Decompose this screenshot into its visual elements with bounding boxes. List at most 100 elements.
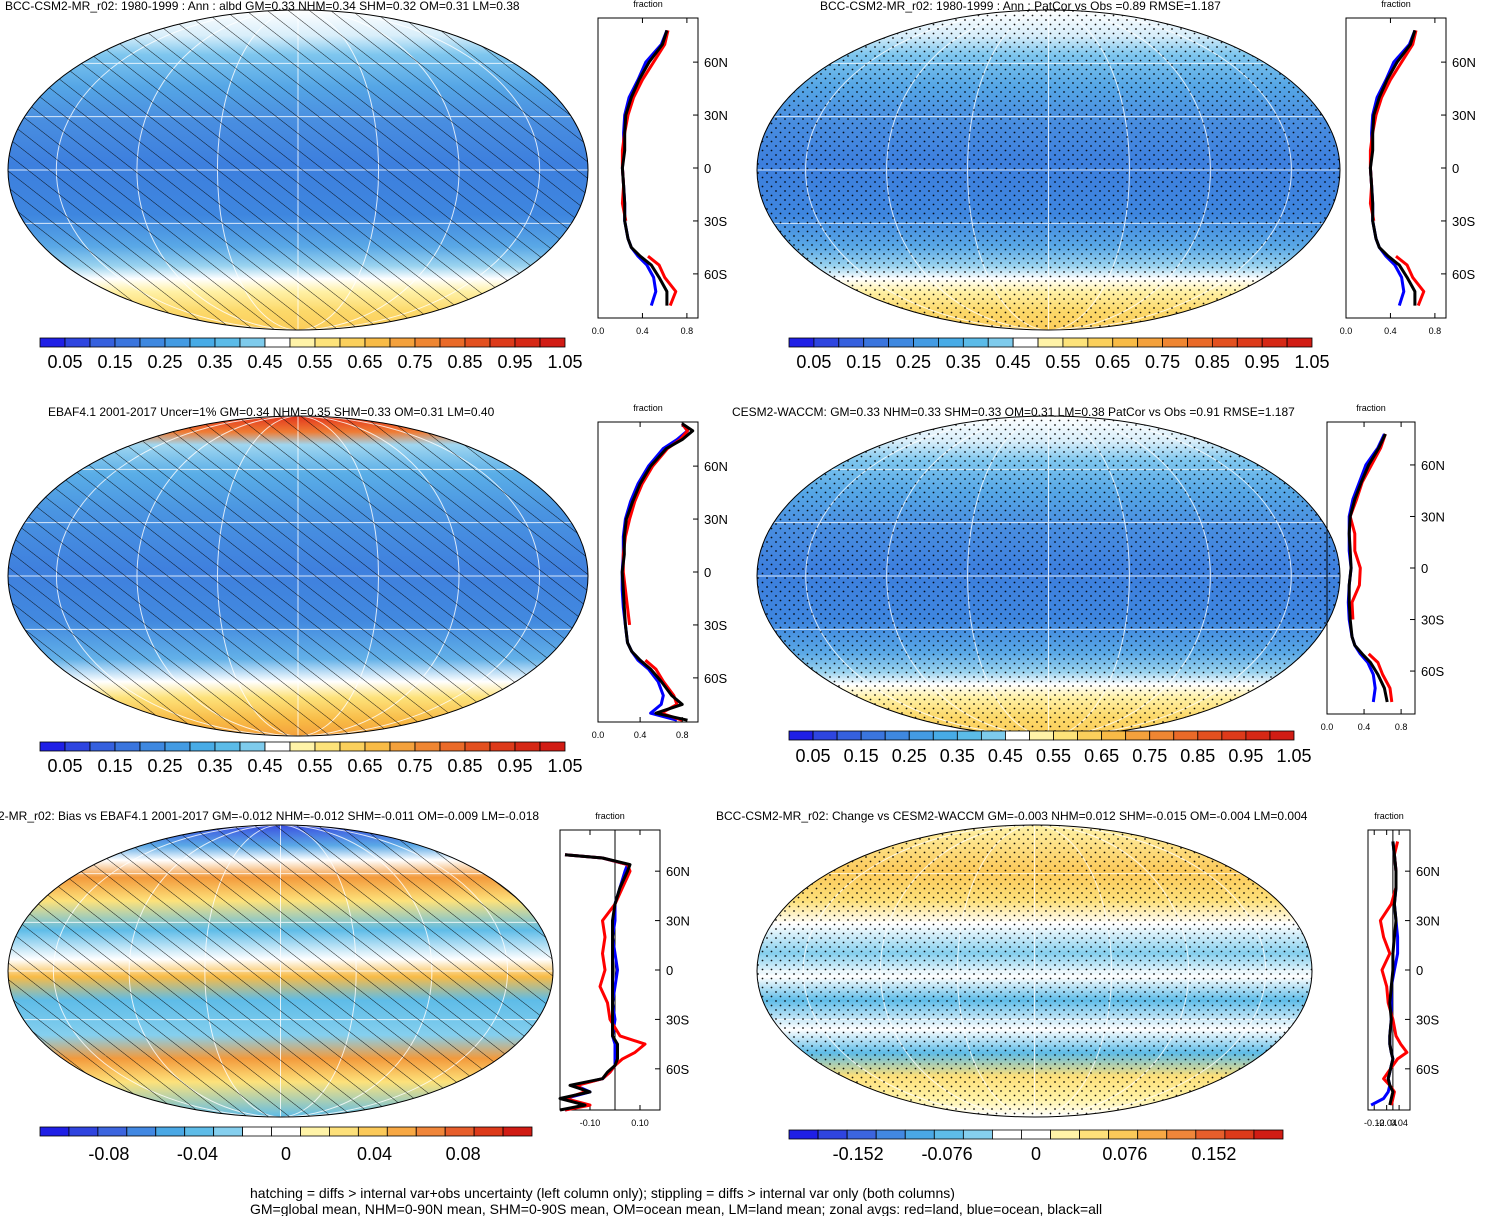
colorbar-swatch — [962, 337, 989, 348]
lat-tick-label: 30N — [704, 108, 728, 123]
colorbar-swatch — [1005, 730, 1030, 741]
footer-line-2: GM=global mean, NHM=0-90N mean, SHM=0-90… — [250, 1201, 1102, 1216]
colorbar-swatch — [126, 1126, 157, 1137]
colorbar-swatch — [904, 1129, 935, 1140]
lat-tick-label: 0 — [704, 161, 711, 176]
lat-tick-label: 60S — [1416, 1062, 1439, 1077]
colorbar-swatch — [1286, 337, 1313, 348]
colorbar-tick-label: 0.35 — [197, 352, 232, 372]
colorbar-tick-label: 0.15 — [846, 352, 881, 372]
colorbar-swatch — [1166, 1129, 1197, 1140]
colorbar-swatch — [329, 1126, 359, 1137]
colorbar-swatch — [189, 337, 216, 348]
colorbar-swatch — [439, 741, 466, 752]
lat-tick-label: 0 — [1452, 161, 1459, 176]
colorbar-tick-label: 0.04 — [357, 1144, 392, 1164]
colorbar-swatch — [64, 337, 91, 348]
lat-tick-label: 30N — [704, 512, 728, 527]
zonal-all-line — [1386, 841, 1398, 1106]
colorbar-tick-label: -0.08 — [88, 1144, 129, 1164]
colorbar-swatch — [908, 730, 934, 741]
zonal-x-tick-label: -0.10 — [580, 1118, 601, 1128]
colorbar-tick-label: 0.25 — [147, 352, 182, 372]
colorbar: 0.05 0.15 0.25 0.35 0.45 0.55 0.65 0.75 0.85 0.95… — [39, 741, 583, 776]
panel-title: CESM2-WACCM: GM=0.33 NHM=0.33 SHM=0.33 O… — [732, 405, 1295, 419]
colorbar-swatch — [264, 337, 291, 348]
colorbar-tick-label: 0.85 — [447, 756, 482, 776]
hatching-overlay — [8, 10, 588, 330]
zonal-all-line — [620, 29, 669, 306]
colorbar-swatch — [39, 741, 66, 752]
colorbar-swatch — [414, 337, 441, 348]
colorbar-swatch — [386, 1126, 417, 1137]
colorbar-swatch — [514, 741, 541, 752]
zonal-x-tick-label: 0.0 — [592, 326, 605, 336]
map-outline — [7, 824, 554, 1118]
colorbar-swatch — [1221, 730, 1247, 741]
colorbar-swatch — [414, 741, 441, 752]
colorbar-swatch — [1112, 337, 1139, 348]
colorbar-swatch — [539, 337, 566, 348]
zonal-x-tick-label: 0.8 — [676, 730, 689, 740]
colorbar-swatch — [155, 1126, 186, 1137]
colorbar-tick-label: 0.55 — [297, 756, 332, 776]
colorbar-swatch — [938, 337, 964, 348]
zonal-land-line — [1348, 433, 1394, 703]
lat-tick-label: 30N — [1421, 509, 1445, 524]
colorbar-tick-label: 0.15 — [97, 756, 132, 776]
zonal-x-tick-label: 0.8 — [1429, 326, 1442, 336]
lat-tick-label: 30N — [666, 914, 690, 929]
colorbar-swatch — [415, 1126, 446, 1137]
colorbar-tick-label: -0.076 — [922, 1144, 973, 1164]
colorbar-tick-label: 0.75 — [1145, 352, 1180, 372]
colorbar-tick-label: 0.45 — [988, 746, 1023, 766]
zonal-land-line — [1378, 841, 1409, 1106]
colorbar-swatch — [913, 337, 939, 348]
colorbar-tick-label: 0.35 — [197, 756, 232, 776]
map-outline — [7, 9, 589, 331]
lat-tick-label: 60N — [1421, 458, 1445, 473]
colorbar-tick-label: 0.75 — [397, 756, 432, 776]
colorbar-swatch — [139, 741, 166, 752]
colorbar-tick-label: 0.25 — [147, 756, 182, 776]
colorbar-swatch — [962, 1129, 993, 1140]
panel-title: EBAF4.1 2001-2017 Uncer=1% GM=0.34 NHM=0… — [48, 405, 495, 419]
colorbar-swatch — [1269, 730, 1295, 741]
colorbar-tick-label: 0.85 — [1180, 746, 1215, 766]
colorbar-tick-label: 0.55 — [297, 352, 332, 372]
colorbar-swatch — [817, 1129, 848, 1140]
stippling-overlay — [757, 10, 1340, 330]
panel-title: BCC-CSM2-MR_r02: 1980-1999 : Ann : albd … — [5, 0, 520, 13]
zonal-all-line — [1347, 433, 1389, 703]
colorbar-swatch — [1261, 337, 1288, 348]
lat-tick-label: 60N — [666, 864, 690, 879]
colorbar-tick-label: 0.45 — [247, 352, 282, 372]
colorbar-swatch — [64, 741, 91, 752]
colorbar-swatch — [364, 337, 391, 348]
colorbar-swatch — [464, 337, 491, 348]
colorbar-swatch — [1195, 1129, 1226, 1140]
colorbar-swatch — [788, 730, 814, 741]
colorbar-swatch — [239, 741, 266, 752]
colorbar: 0.05 0.15 0.25 0.35 0.45 0.55 0.65 0.75 0.85 0.95… — [39, 337, 583, 372]
colorbar-swatch — [164, 337, 191, 348]
colorbar-swatch — [339, 741, 366, 752]
colorbar-swatch — [39, 1126, 70, 1137]
colorbar-swatch — [68, 1126, 99, 1137]
lat-tick-label: 60S — [704, 267, 727, 282]
colorbar-swatch — [439, 337, 466, 348]
colorbar-swatch — [1101, 730, 1127, 741]
colorbar-tick-label: 1.05 — [1276, 746, 1311, 766]
colorbar-swatch — [1079, 1129, 1110, 1140]
colorbar-tick-label: 0.08 — [446, 1144, 481, 1164]
lat-tick-label: 0 — [666, 963, 673, 978]
colorbar-swatch — [1211, 337, 1238, 348]
zonal-x-tick-label: -0.04 — [1376, 1118, 1397, 1128]
zonal-x-tick-label: 0.4 — [634, 730, 647, 740]
colorbar-swatch — [836, 730, 862, 741]
zonal-x-tick-label: 0.8 — [681, 326, 694, 336]
colorbar-swatch — [1245, 730, 1271, 741]
colorbar: -0.152 -0.076 0 0.076 0.152 — [788, 1129, 1284, 1164]
colorbar-swatch — [1187, 337, 1213, 348]
